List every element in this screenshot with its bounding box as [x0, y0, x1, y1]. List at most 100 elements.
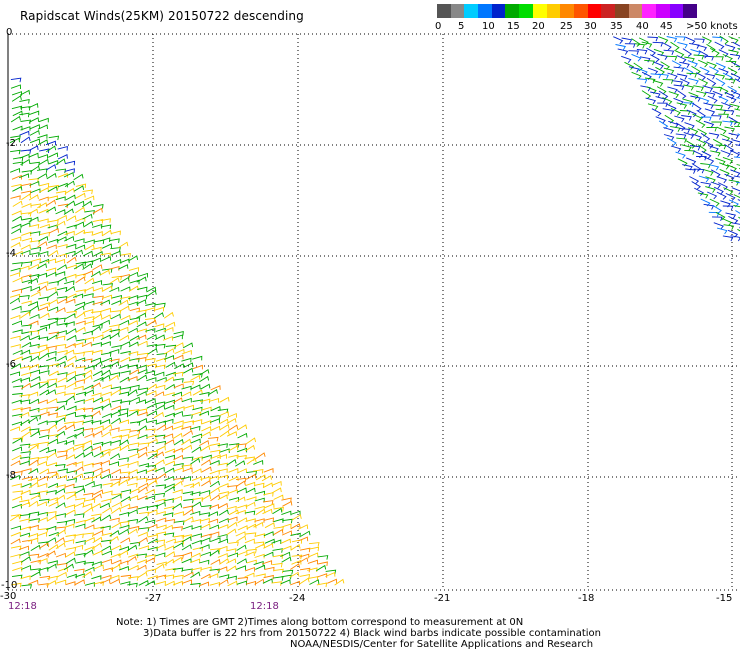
wind-barb	[640, 85, 651, 92]
wind-barb	[99, 502, 110, 509]
wind-barb	[20, 526, 31, 531]
wind-barb	[19, 130, 30, 136]
wind-barb	[38, 296, 49, 302]
wind-barb	[9, 297, 20, 304]
wind-barb	[674, 49, 685, 58]
wind-barb	[208, 511, 219, 517]
wind-barb	[27, 277, 39, 284]
wind-barb	[29, 369, 40, 375]
wind-barb	[724, 78, 736, 84]
wind-barb	[255, 508, 266, 516]
wind-barb	[83, 492, 94, 498]
wind-barb	[691, 65, 701, 75]
wind-barb	[156, 472, 167, 480]
wind-barb	[155, 484, 167, 489]
wind-barb	[64, 424, 76, 430]
wind-barb	[644, 77, 656, 84]
wind-barb	[20, 106, 31, 111]
wind-barb	[182, 467, 193, 473]
wind-barb	[264, 522, 275, 529]
wind-barb	[109, 480, 120, 487]
lat-label-minus6: -6	[6, 359, 16, 370]
wind-barb	[691, 181, 701, 190]
wind-barb	[47, 560, 58, 565]
wind-barb	[83, 532, 94, 538]
wind-barb	[219, 430, 230, 438]
wind-barb	[46, 424, 57, 431]
wind-barb	[699, 97, 710, 105]
wind-barb	[299, 567, 311, 573]
wind-barb	[146, 286, 157, 293]
wind-barb	[84, 316, 95, 321]
wind-barb	[20, 575, 31, 580]
wind-barb	[735, 115, 740, 117]
wind-barb	[100, 374, 111, 381]
wind-barb	[39, 446, 50, 453]
wind-barb	[715, 62, 726, 71]
wind-barb	[208, 573, 219, 579]
wind-barb	[722, 53, 733, 62]
wind-barb	[704, 156, 715, 165]
wind-barb	[272, 562, 283, 568]
wind-barb	[108, 461, 119, 466]
wind-barb	[55, 552, 66, 558]
wind-barb	[11, 413, 23, 419]
wind-barb	[647, 36, 659, 42]
wind-barb	[689, 145, 701, 151]
wind-barb	[237, 576, 249, 582]
wind-barb	[55, 430, 66, 438]
wind-barb	[11, 288, 23, 294]
wind-barb	[190, 438, 201, 444]
wind-barb	[109, 238, 120, 243]
wind-barb	[183, 498, 194, 504]
wind-barb	[236, 447, 248, 453]
wind-speed-color-scale	[437, 4, 698, 18]
wind-barb	[127, 528, 138, 535]
wind-barb	[181, 357, 192, 363]
wind-barb	[218, 524, 229, 529]
wind-barb	[100, 314, 111, 320]
wind-barb	[28, 579, 39, 585]
wind-barb	[45, 267, 57, 273]
wind-barb	[100, 525, 111, 531]
wind-barb	[690, 48, 701, 56]
wind-barb	[11, 454, 22, 461]
wind-barb	[64, 180, 75, 187]
wind-barb	[100, 341, 111, 346]
wind-barb	[19, 334, 31, 341]
wind-barb	[28, 459, 39, 467]
wind-barb	[192, 497, 204, 502]
wind-barb	[138, 580, 149, 586]
wind-barb	[164, 392, 175, 397]
wind-barb	[57, 173, 68, 178]
wind-barb	[703, 140, 714, 149]
wind-barb	[39, 370, 50, 375]
wind-barb	[728, 215, 739, 224]
wind-barb	[90, 410, 101, 418]
wind-barb	[101, 558, 112, 564]
wind-barb	[707, 191, 718, 200]
wind-barb	[173, 342, 184, 348]
wind-barb	[57, 454, 68, 460]
wind-barb	[119, 258, 130, 264]
wind-barb	[172, 397, 183, 404]
wind-barb	[56, 264, 68, 271]
wind-barb	[624, 43, 636, 48]
wind-barb	[261, 475, 272, 482]
wind-barb	[29, 252, 40, 257]
wind-barb	[66, 478, 78, 483]
wind-barb	[730, 235, 740, 242]
wind-barb	[10, 335, 21, 341]
wind-barb	[118, 364, 129, 369]
wind-barb	[636, 78, 648, 84]
wind-barb	[281, 545, 292, 551]
wind-barb	[173, 420, 184, 425]
wind-barb	[199, 489, 211, 495]
wind-barb	[704, 73, 716, 80]
wind-barb	[92, 550, 103, 556]
wind-barb	[280, 538, 291, 544]
wind-barb	[299, 547, 311, 553]
wind-barb	[46, 515, 57, 522]
wind-barb	[30, 430, 41, 438]
wind-barb	[695, 90, 707, 98]
